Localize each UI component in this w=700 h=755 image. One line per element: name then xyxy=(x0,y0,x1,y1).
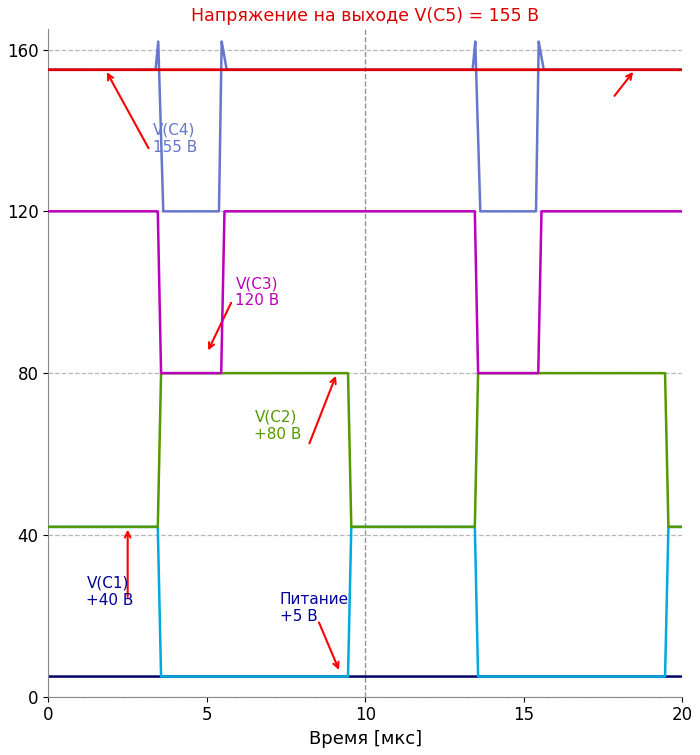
X-axis label: Время [мкс]: Время [мкс] xyxy=(309,730,422,748)
Text: V(C4)
155 В: V(C4) 155 В xyxy=(153,122,197,155)
Text: Питание
+5 В: Питание +5 В xyxy=(280,592,349,624)
Text: V(C2)
+80 В: V(C2) +80 В xyxy=(255,409,302,442)
Text: V(C1)
+40 В: V(C1) +40 В xyxy=(87,575,134,608)
Title: Напряжение на выходе V(C5) = 155 В: Напряжение на выходе V(C5) = 155 В xyxy=(191,7,540,25)
Text: V(C3)
120 В: V(C3) 120 В xyxy=(235,276,280,309)
